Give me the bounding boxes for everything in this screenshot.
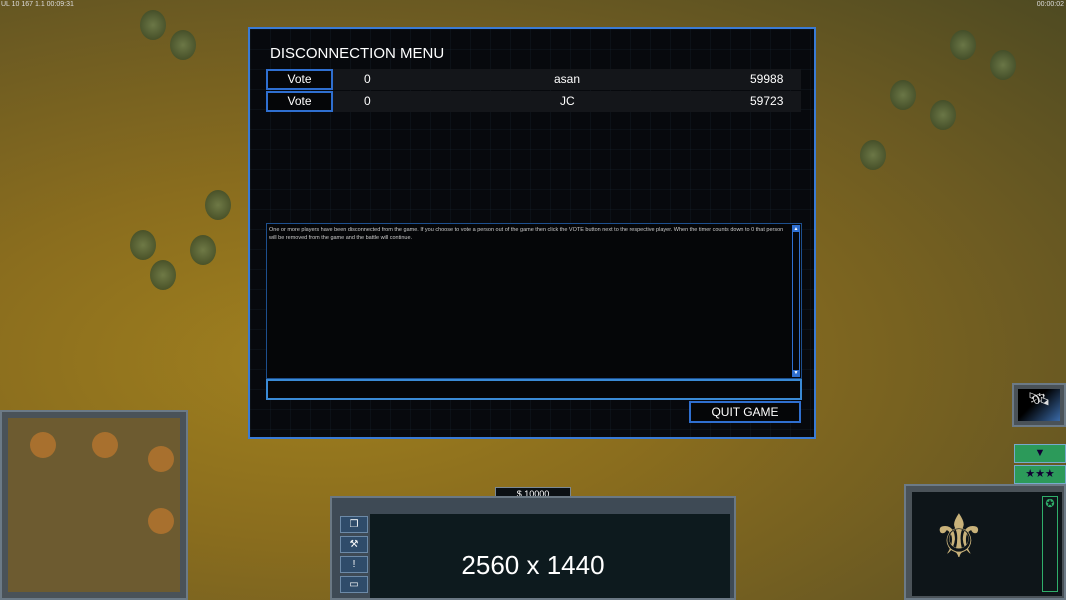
message-text: One or more players have been disconnect…	[269, 227, 784, 241]
build-grid[interactable]	[370, 514, 730, 598]
hud-stats: UL 10 167 1.1 00:09:31	[1, 1, 74, 8]
message-box: One or more players have been disconnect…	[266, 223, 802, 379]
chat-input[interactable]	[266, 379, 802, 400]
resolution-overlay: 2560 x 1440	[461, 550, 605, 580]
sign-icon[interactable]: ▭	[340, 576, 368, 593]
base-marker	[148, 446, 174, 472]
scroll-up-icon[interactable]: ▲	[793, 226, 799, 232]
wrench-icon[interactable]: ⚒	[340, 536, 368, 553]
command-bar: ❐ ⚒ ! ▭ 2560 x 1440	[330, 496, 736, 600]
unit-panel: ⚜ ✪	[904, 484, 1066, 600]
base-marker	[92, 432, 118, 458]
dialog-title: DISCONNECTION MENU	[270, 45, 445, 62]
stars-icon[interactable]: ★★★	[1014, 465, 1066, 484]
player-timer: 59723	[750, 94, 784, 108]
vote-count: 0	[364, 94, 371, 108]
vote-button[interactable]: Vote	[266, 91, 333, 112]
player-name: asan	[554, 72, 581, 86]
player-row: Vote 0 JC 59723	[266, 91, 801, 112]
satellite-icon[interactable]: 🛰	[1012, 383, 1066, 427]
star-badge-icon: ✪	[1042, 496, 1058, 592]
alert-icon[interactable]: !	[340, 556, 368, 573]
vote-count: 0	[364, 72, 371, 86]
player-timer: 59988	[750, 72, 784, 86]
disconnection-dialog: DISCONNECTION MENU Vote 0 asan 59988 Vot…	[248, 27, 816, 439]
scrollbar[interactable]: ▲ ▼	[792, 225, 800, 377]
windows-icon[interactable]: ❐	[340, 516, 368, 533]
player-row: Vote 0 asan 59988	[266, 69, 801, 90]
minimap[interactable]	[0, 410, 188, 600]
player-name: JC	[560, 94, 575, 108]
vote-button[interactable]: Vote	[266, 69, 333, 90]
base-marker	[148, 508, 174, 534]
base-marker	[30, 432, 56, 458]
chevron-down-icon[interactable]: ▼	[1014, 444, 1066, 463]
faction-emblem-icon: ⚜	[932, 503, 986, 570]
quit-game-button[interactable]: QUIT GAME	[689, 401, 801, 423]
game-clock: 00:00:02	[1036, 1, 1064, 8]
scroll-down-icon[interactable]: ▼	[793, 370, 799, 376]
